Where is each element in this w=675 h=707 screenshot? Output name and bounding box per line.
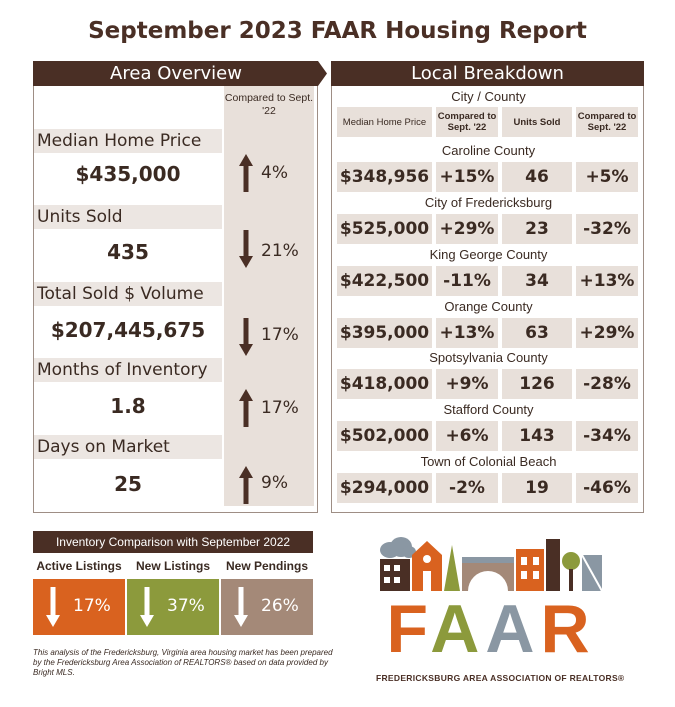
metric-label-units-sold: Units Sold [34,205,222,229]
logo-letter-f: F [386,591,431,667]
county-median: $395,000 [337,318,432,348]
median-header: Median Home Price [337,107,432,137]
metric-value-total-sold-volume: $207,445,675 [50,318,206,342]
county-units: 143 [502,421,572,451]
county-units: 23 [502,214,572,244]
county-median: $348,956 [337,162,432,192]
down-arrow-icon [239,230,253,268]
new-listings-tile: 37% [127,579,219,635]
report-title: September 2023 FAAR Housing Report [88,18,587,44]
metric-change-units-sold: 21% [261,241,299,261]
county-name: Town of Colonial Beach [420,454,557,469]
down-arrow-icon [46,587,60,627]
metric-change-total-sold-volume: 17% [261,325,299,345]
metric-value-days-on-market: 25 [114,472,142,496]
county-units-change: -28% [576,369,638,399]
county-median-change: +15% [436,162,498,192]
county-units: 46 [502,162,572,192]
compared-header-2: Compared to Sept. '22 [576,107,638,137]
county-units: 126 [502,369,572,399]
county-name: Spotsylvania County [429,350,548,365]
compared-header-1: Compared to Sept. '22 [436,107,498,137]
down-arrow-icon [234,587,248,627]
county-units: 63 [502,318,572,348]
area-overview-panel: Compared to Sept. '22 Median Home Price … [33,86,318,513]
up-arrow-icon [239,466,253,504]
area-overview-banner: Area Overview [33,61,327,86]
down-arrow-icon [140,587,154,627]
county-units-change: -46% [576,473,638,503]
metric-change-days-on-market: 9% [261,473,288,493]
county-median: $502,000 [337,421,432,451]
county-name: Orange County [444,299,533,314]
county-name: Caroline County [441,143,536,158]
metric-value-units-sold: 435 [107,240,149,264]
new-listings-change: 37% [167,596,205,616]
county-units-change: -32% [576,214,638,244]
county-median-change: +9% [436,369,498,399]
new-pendings-label: New Pendings [225,559,308,573]
metric-label-days-on-market: Days on Market [34,435,222,459]
county-median: $525,000 [337,214,432,244]
active-listings-tile: 17% [33,579,125,635]
inventory-comparison-header: Inventory Comparison with September 2022 [33,531,313,553]
county-name: King George County [429,247,548,262]
logo-letter-r: R [540,591,596,667]
compared-header: Compared to Sept. '22 [224,92,314,117]
county-name: Stafford County [443,402,534,417]
local-breakdown-panel: City / County Median Home Price Compared… [331,86,644,513]
county-units: 19 [502,473,572,503]
county-median-change: -11% [436,266,498,296]
faar-logo-text: FAAR [378,594,604,664]
new-listings-label: New Listings [135,559,210,573]
down-arrow-icon [239,318,253,356]
county-units: 34 [502,266,572,296]
county-median: $418,000 [337,369,432,399]
faar-logo-graphic [376,533,604,685]
units-sold-header: Units Sold [502,107,572,137]
metric-value-months-of-inventory: 1.8 [110,394,146,418]
county-units-change: +5% [576,162,638,192]
logo-letter-a1: A [430,591,486,667]
local-breakdown-banner: Local Breakdown [331,61,644,86]
metric-change-median-home-price: 4% [261,163,288,183]
compared-column [224,86,314,506]
metric-label-months-of-inventory: Months of Inventory [34,358,222,382]
county-units-change: -34% [576,421,638,451]
county-median: $294,000 [337,473,432,503]
metric-label-median-home-price: Median Home Price [34,129,222,153]
new-pendings-tile: 26% [221,579,313,635]
logo-letter-a2: A [485,591,541,667]
metric-value-median-home-price: $435,000 [75,162,181,186]
active-listings-label: Active Listings [36,559,122,573]
county-units-change: +29% [576,318,638,348]
county-median-change: +13% [436,318,498,348]
metric-label-total-sold-volume: Total Sold $ Volume [34,282,222,306]
new-pendings-change: 26% [261,596,299,616]
up-arrow-icon [239,389,253,427]
active-listings-change: 17% [73,596,111,616]
city-county-header: City / County [451,89,526,104]
up-arrow-icon [239,154,253,192]
county-median: $422,500 [337,266,432,296]
data-source-note: This analysis of the Fredericksburg, Vir… [33,648,333,677]
faar-logo-subtitle: FREDERICKSBURG AREA ASSOCIATION OF REALT… [376,673,625,683]
metric-change-months-of-inventory: 17% [261,398,299,418]
county-median-change: +6% [436,421,498,451]
county-median-change: -2% [436,473,498,503]
county-units-change: +13% [576,266,638,296]
county-name: City of Fredericksburg [424,195,553,210]
county-median-change: +29% [436,214,498,244]
